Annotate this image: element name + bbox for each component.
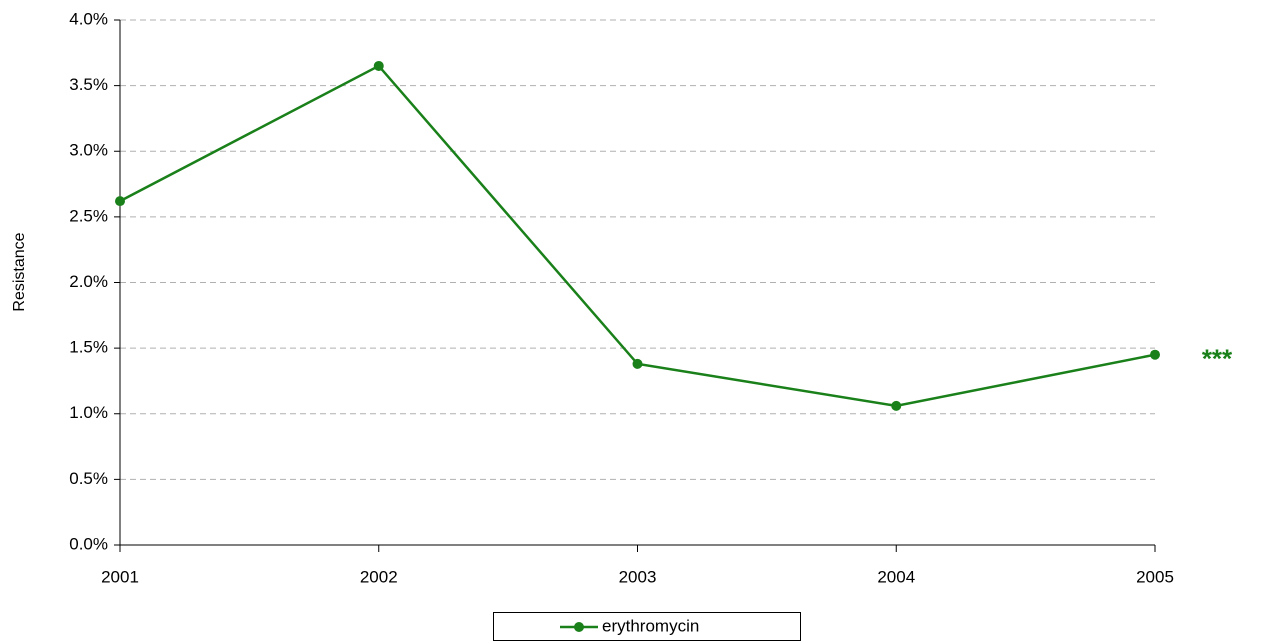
y-tick-label: 1.0% [69,403,108,422]
data-point [632,358,643,369]
x-tick-label: 2004 [877,567,915,586]
legend-label: erythromycin [602,616,699,635]
data-point [373,60,384,71]
data-point [1150,349,1160,360]
series-line [119,64,1156,408]
y-tick-label: 4.0% [69,9,108,28]
y-tick-label: 3.0% [69,141,108,160]
x-tick-label: 2001 [101,567,139,586]
x-tick-label: 2005 [1136,567,1174,586]
x-tick-label: 2002 [360,567,398,586]
legend-marker [574,622,584,632]
y-tick-label: 3.5% [69,75,108,94]
y-tick-label: 1.5% [69,338,108,357]
x-tick-label: 2003 [619,567,657,586]
y-tick-label: 2.5% [69,206,108,225]
data-point [115,196,125,207]
y-tick-label: 0.5% [69,469,108,488]
data-point [891,400,902,411]
y-tick-label: 2.0% [69,272,108,291]
y-tick-label: 0.0% [69,534,108,553]
legend-box [493,612,801,641]
y-axis-label: Resistance [11,232,28,311]
annotation: *** [1202,344,1233,374]
